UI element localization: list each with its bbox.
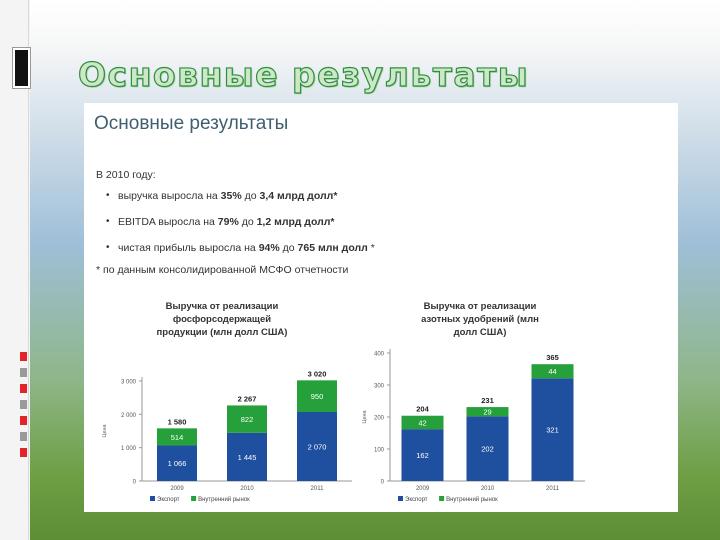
slide-marker — [13, 48, 30, 88]
legend-swatch — [150, 496, 155, 501]
chart-nitrogen-revenue: Выручка от реализации азотных удобрений (… — [362, 301, 585, 503]
bar-total-label: 1 580 — [168, 417, 187, 426]
bar-domestic — [466, 407, 509, 417]
bar-value-label: 44 — [548, 367, 556, 376]
bar-total-label: 3 020 — [308, 369, 327, 378]
bar-domestic — [401, 415, 444, 430]
chart-title-line: Выручка от реализации — [424, 301, 537, 312]
bullet-dot: • — [106, 190, 110, 201]
y-tick-label: 3 000 — [121, 380, 137, 386]
legend-label: Внутренний рынок — [198, 496, 250, 503]
legend-label: Экспорт — [157, 497, 180, 503]
left-divider — [28, 0, 29, 540]
x-tick-label: 2010 — [481, 486, 495, 492]
y-tick-label: 100 — [374, 448, 385, 454]
bar-export — [297, 412, 337, 481]
y-axis-label: Цена — [102, 423, 108, 437]
y-tick-label: 200 — [374, 416, 385, 422]
bar-value-label: 42 — [418, 418, 426, 427]
bullet-net-profit: чистая прибыль выросла на 94% до 765 млн… — [118, 242, 375, 254]
side-marker — [20, 416, 27, 425]
bar-total-label: 204 — [416, 405, 429, 414]
bar-domestic — [531, 364, 574, 379]
bar-export — [466, 416, 509, 481]
bar-export — [227, 432, 267, 481]
side-marker — [20, 400, 27, 409]
slide-title: Основные результаты — [77, 54, 530, 94]
bar-value-label: 950 — [311, 392, 324, 401]
legend-swatch — [398, 496, 403, 501]
intro-text: В 2010 году: — [96, 169, 156, 181]
legend-swatch — [191, 496, 197, 501]
bar-total-label: 2 267 — [238, 394, 257, 403]
side-marker — [20, 432, 27, 441]
legend-label: Экспорт — [405, 497, 428, 503]
bar-domestic — [157, 428, 197, 446]
y-axis-label: Цена — [362, 409, 368, 423]
side-marker — [20, 384, 27, 393]
chart-title-line: фосфорсодержащей — [173, 314, 271, 325]
y-tick-label: 2 000 — [121, 413, 137, 419]
y-tick-label: 1 000 — [121, 446, 137, 452]
chart-title-line: долл США) — [454, 327, 507, 338]
x-tick-label: 2009 — [416, 486, 430, 492]
chart-title-line: азотных удобрений (млн — [421, 314, 539, 325]
bar-value-label: 1 445 — [238, 453, 257, 462]
bar-value-label: 1 066 — [168, 459, 187, 468]
panel-heading: Основные результаты — [94, 113, 289, 134]
x-tick-label: 2010 — [240, 486, 254, 492]
bar-total-label: 365 — [546, 353, 559, 362]
bar-value-label: 822 — [241, 415, 254, 424]
bar-domestic — [227, 405, 267, 433]
side-marker — [20, 368, 27, 377]
y-tick-label: 0 — [381, 480, 385, 486]
chart-phosphate-revenue: Выручка от реализации фосфорсодержащей про… — [102, 301, 352, 503]
legend-swatch — [439, 496, 445, 501]
chart-title-line: Выручка от реализации — [166, 301, 279, 312]
x-tick-label: 2009 — [170, 486, 184, 492]
bar-value-label: 162 — [416, 451, 429, 460]
y-tick-label: 0 — [133, 480, 137, 486]
bar-total-label: 231 — [481, 396, 494, 405]
bullet-dot: • — [106, 216, 110, 227]
content-panel: Основные результаты В 2010 году: • выруч… — [84, 103, 678, 512]
x-tick-label: 2011 — [546, 486, 560, 492]
y-tick-label: 300 — [374, 384, 385, 390]
bar-export — [401, 429, 444, 481]
legend-label: Внутренний рынок — [446, 496, 498, 503]
bar-export — [531, 378, 574, 481]
bar-value-label: 514 — [171, 433, 184, 442]
y-tick-label: 400 — [374, 352, 385, 358]
side-marker — [20, 352, 27, 361]
bar-export — [157, 445, 197, 481]
bullet-ebitda: EBITDA выросла на 79% до 1,2 млрд долл* — [118, 216, 335, 228]
x-tick-label: 2011 — [311, 486, 325, 492]
bar-value-label: 321 — [546, 426, 559, 435]
bar-domestic — [297, 380, 337, 412]
chart-title-line: продукции (млн долл США) — [157, 327, 288, 338]
side-marker — [20, 448, 27, 457]
footnote: * по данным консолидированной МСФО отчет… — [96, 264, 349, 276]
bullet-dot: • — [106, 242, 110, 253]
bar-value-label: 29 — [483, 408, 491, 417]
bar-value-label: 202 — [481, 445, 494, 454]
bullet-revenue: выручка выросла на 35% до 3,4 млрд долл* — [118, 190, 338, 202]
bar-value-label: 2 070 — [308, 443, 327, 452]
